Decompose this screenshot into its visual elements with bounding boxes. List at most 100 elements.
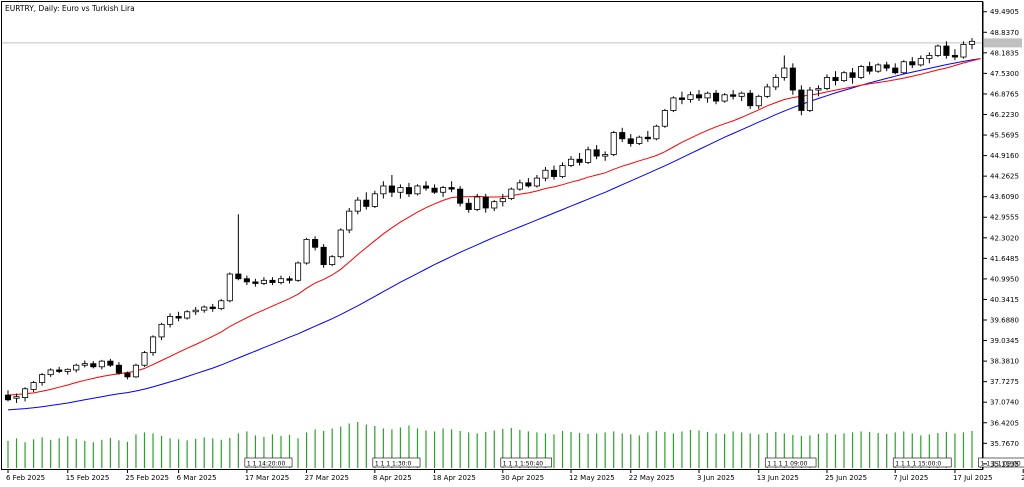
- candle-body-down: [405, 187, 413, 195]
- candle: [883, 61, 890, 72]
- time-axis-label: 12 May 2025: [569, 474, 615, 482]
- time-axis-label: 27 Mar 2025: [305, 474, 349, 482]
- price-axis-label: 47.5300: [990, 70, 1019, 78]
- price-axis-label: 39.6880: [990, 317, 1019, 325]
- candle: [115, 362, 122, 375]
- candle: [209, 303, 216, 312]
- price-axis-label: 38.3810: [990, 358, 1019, 366]
- candle: [277, 275, 285, 285]
- time-axis-label: 15 Feb 2025: [66, 474, 110, 482]
- candle: [900, 60, 907, 75]
- ma-slow-layer: [7, 58, 981, 411]
- candle: [457, 185, 464, 207]
- candle-body-up: [98, 360, 105, 368]
- candle-body-down: [422, 185, 430, 189]
- candle-body-down: [713, 92, 720, 102]
- candle: [422, 181, 430, 191]
- candle: [909, 57, 916, 69]
- candle: [22, 387, 29, 402]
- candle-body-down: [747, 92, 754, 107]
- candle: [567, 156, 575, 168]
- time-axis-label: 6 Mar 2025: [177, 474, 217, 482]
- candle: [525, 178, 532, 188]
- candle-body-up: [516, 182, 523, 190]
- candle: [354, 196, 361, 215]
- time-axis[interactable]: 6 Feb 2025 15 Feb 2025 25 Feb 2025 6 Mar 20…: [6, 469, 1024, 482]
- candle: [474, 193, 481, 212]
- candle: [448, 181, 455, 193]
- candle-body-down: [209, 306, 216, 310]
- candle-body-down: [107, 360, 114, 366]
- candle-body-up: [559, 165, 566, 177]
- candle-body-down: [124, 372, 131, 378]
- candle: [175, 311, 182, 322]
- candle: [892, 63, 899, 75]
- candle: [585, 146, 592, 164]
- candle: [312, 236, 319, 251]
- candle: [235, 214, 242, 281]
- candle-body-up: [499, 198, 506, 203]
- candle-body-up: [303, 239, 310, 264]
- candle: [149, 335, 157, 356]
- candle-body-up: [64, 368, 71, 372]
- candle-body-down: [593, 149, 600, 157]
- candle-body-down: [644, 136, 651, 140]
- candle: [610, 130, 617, 157]
- candle: [141, 351, 148, 367]
- candle-body-up: [440, 187, 447, 193]
- time-axis-label: 30 Apr 2025: [501, 474, 544, 482]
- candle: [491, 200, 498, 212]
- candle-body-down: [431, 187, 438, 193]
- candle-body-down: [363, 199, 370, 207]
- candle-body-up: [875, 64, 882, 72]
- candle-body-up: [354, 199, 361, 212]
- time-axis-label: 25 Feb 2025: [125, 474, 169, 482]
- candle: [431, 184, 438, 194]
- candle-body-up: [533, 177, 540, 187]
- candle: [576, 152, 583, 166]
- price-axis-label: 46.2230: [990, 111, 1019, 119]
- candle: [713, 90, 720, 105]
- candle-body-up: [960, 44, 967, 58]
- candle: [721, 93, 728, 103]
- candle-body-up: [414, 185, 421, 195]
- candle: [64, 368, 71, 375]
- candle: [158, 322, 165, 341]
- candle-body-down: [798, 89, 805, 111]
- candle: [260, 277, 267, 286]
- candle-body-up: [670, 97, 677, 111]
- candle: [107, 358, 114, 367]
- candle: [866, 61, 873, 75]
- candle-body-up: [858, 66, 865, 78]
- price-axis[interactable]: 49.4905 48.8370 48.1835 47.5300 46.8765 46.22…: [983, 8, 1022, 468]
- candle-body-up: [132, 364, 140, 378]
- candle-body-down: [619, 132, 626, 140]
- candle-body-down: [832, 77, 839, 82]
- volume-time-label: 1 1 14:20:00: [247, 461, 286, 468]
- price-axis-label: 39.0345: [990, 337, 1019, 345]
- volume-time-label-box: [892, 457, 952, 468]
- candle-body-down: [849, 72, 856, 78]
- candle-body-up: [22, 388, 29, 399]
- candle: [781, 55, 788, 81]
- candle-body-up: [277, 278, 285, 283]
- price-axis-label: 36.4205: [990, 419, 1019, 427]
- candle-body-up: [917, 58, 924, 66]
- candle-body-down: [465, 202, 472, 210]
- candle: [320, 244, 327, 268]
- candle: [644, 130, 651, 142]
- candle: [346, 207, 353, 234]
- candle-body-down: [627, 138, 634, 144]
- candle: [960, 41, 967, 59]
- candle: [47, 368, 54, 377]
- volume-time-label: 1 1 1 1:50:40: [503, 461, 543, 468]
- candle-body-down: [576, 158, 583, 163]
- candle-body-down: [909, 61, 916, 66]
- price-axis-label: 48.8370: [990, 29, 1019, 37]
- candle-body-up: [823, 77, 831, 89]
- candle-body-up: [968, 40, 976, 45]
- candle-body-down: [312, 239, 319, 248]
